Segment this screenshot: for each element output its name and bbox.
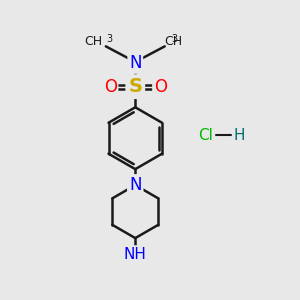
Text: N: N [129,54,142,72]
Text: CH: CH [165,34,183,48]
Text: 3: 3 [107,34,113,44]
Text: H: H [234,128,245,143]
Text: O: O [154,78,167,96]
Text: N: N [129,176,142,194]
Text: S: S [128,77,142,96]
Text: Cl: Cl [198,128,213,143]
Text: CH: CH [84,34,102,48]
Text: 3: 3 [172,34,178,44]
Text: O: O [104,78,117,96]
Text: NH: NH [124,247,147,262]
Text: 2: 2 [141,252,148,262]
